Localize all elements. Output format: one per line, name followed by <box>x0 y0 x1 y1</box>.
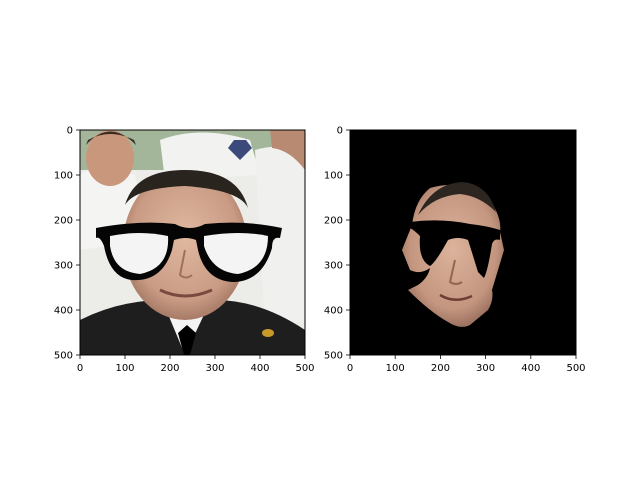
left-person-1-hair <box>86 131 136 145</box>
right-x-tick-label: 500 <box>566 363 585 374</box>
right-y-tick-label: 100 <box>324 171 343 182</box>
right-image <box>350 130 576 355</box>
left-glasses-lens-left <box>110 233 169 274</box>
left-y-tick-label: 100 <box>54 171 73 182</box>
left-pin <box>262 329 274 337</box>
left-x-tick-label: 400 <box>250 363 269 374</box>
right-nose <box>448 259 463 285</box>
right-ticks: 0 100 200 300 400 500 0 100 200 300 400 500 <box>324 126 586 375</box>
right-glasses-cutout <box>410 220 500 278</box>
left-y-tick-label: 400 <box>54 306 73 317</box>
left-nose <box>178 249 193 279</box>
right-hair <box>418 182 496 215</box>
left-x-tick-label: 200 <box>160 363 179 374</box>
left-axes-frame <box>79 129 306 356</box>
right-y-tick-label: 400 <box>324 306 343 317</box>
right-mouth <box>439 293 473 301</box>
right-x-tick-label: 300 <box>476 363 495 374</box>
left-y-tick-label: 500 <box>54 351 73 362</box>
left-person-1-face <box>86 130 134 186</box>
left-y-tick-label: 200 <box>54 216 73 227</box>
left-x-tick-label: 300 <box>205 363 224 374</box>
right-x-tick-label: 200 <box>431 363 450 374</box>
left-ticks: 0 100 200 300 400 500 0 100 200 300 400 500 <box>54 126 315 375</box>
right-subplot: 0 100 200 300 400 500 0 100 200 300 400 500 <box>324 126 586 375</box>
left-subplot: 0 100 200 300 400 500 0 100 200 300 400 500 <box>54 126 315 375</box>
left-glasses <box>96 222 282 282</box>
left-x-tick-label: 100 <box>115 363 134 374</box>
right-axes-frame <box>349 129 577 356</box>
left-coat-person-3 <box>255 146 305 330</box>
right-face-mask <box>402 184 504 327</box>
left-face <box>123 170 247 320</box>
right-y-tick-label: 0 <box>337 126 343 137</box>
left-x-tick-label: 0 <box>77 363 83 374</box>
right-x-tick-label: 0 <box>347 363 353 374</box>
right-y-tick-label: 200 <box>324 216 343 227</box>
right-x-tick-label: 100 <box>386 363 405 374</box>
left-hair <box>125 170 248 208</box>
left-x-tick-label: 500 <box>295 363 314 374</box>
left-tie <box>178 325 196 355</box>
left-y-tick-label: 300 <box>54 261 73 272</box>
right-x-tick-label: 400 <box>521 363 540 374</box>
left-glasses-lens-right <box>204 233 268 274</box>
left-person-2-tie <box>228 140 252 160</box>
left-image <box>80 130 305 355</box>
left-person-3-face <box>270 130 305 170</box>
left-mouth <box>159 288 213 298</box>
right-y-tick-label: 300 <box>324 261 343 272</box>
left-y-tick-label: 0 <box>67 126 73 137</box>
right-y-tick-label: 500 <box>324 351 343 362</box>
